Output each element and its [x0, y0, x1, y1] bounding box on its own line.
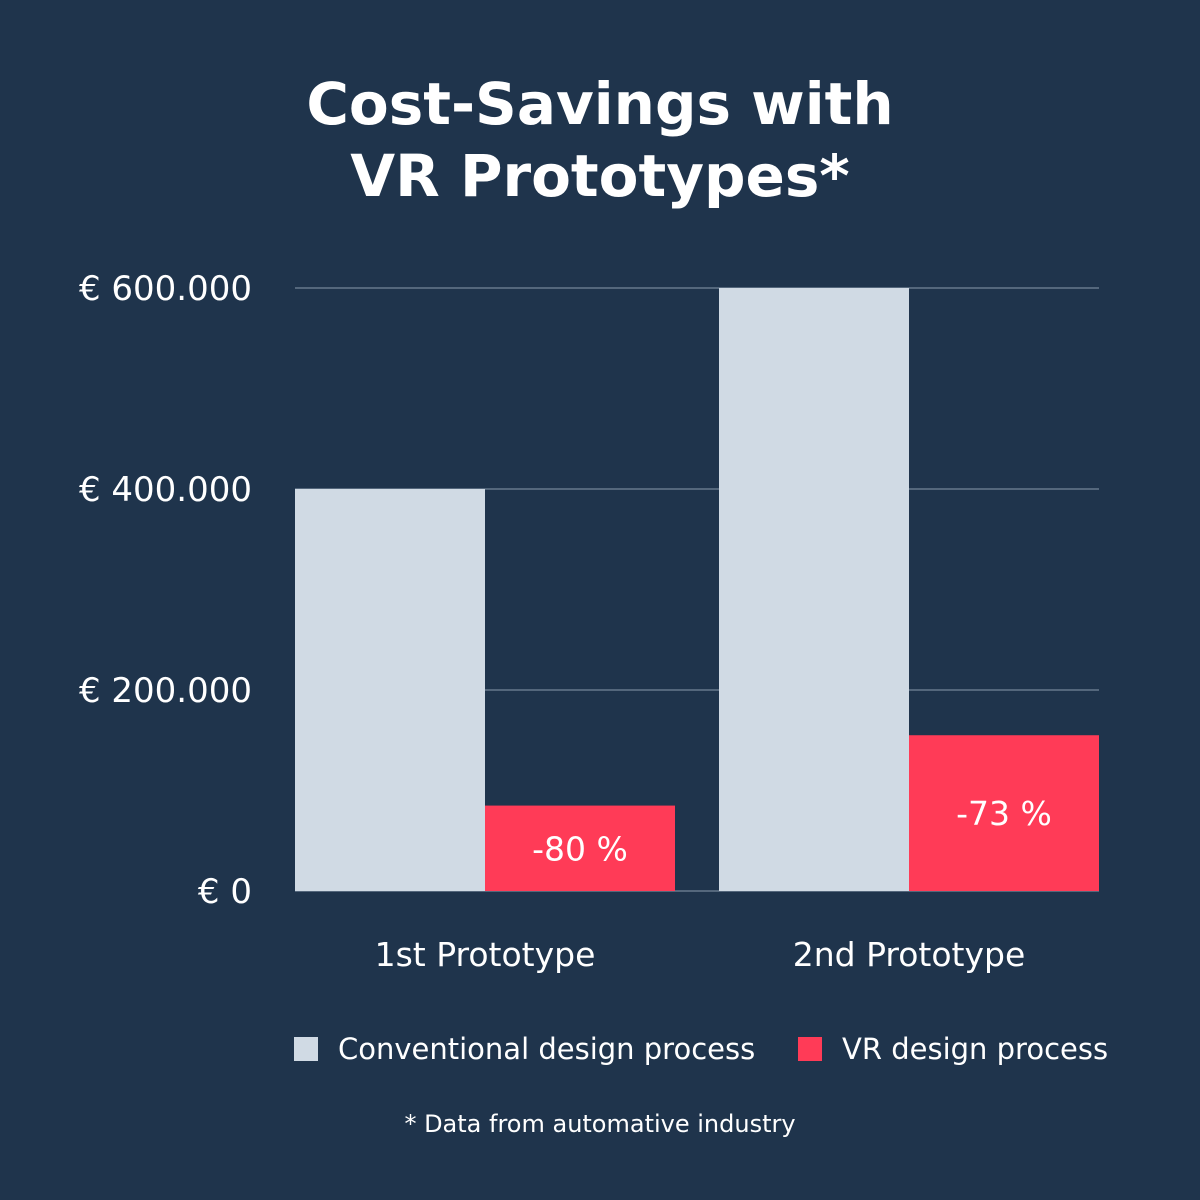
bar-chart: € 0 € 200.000 € 400.000 € 600.000 -80 % 1st P…	[79, 269, 1099, 974]
bar-conventional-2	[719, 288, 909, 891]
legend-label-vr: VR design process	[842, 1032, 1109, 1066]
legend-label-conventional: Conventional design process	[338, 1032, 756, 1066]
x-category-label-2: 2nd Prototype	[793, 935, 1026, 974]
legend-swatch-vr	[798, 1037, 822, 1061]
x-category-label-1: 1st Prototype	[375, 935, 596, 974]
y-tick-label-3: € 600.000	[79, 269, 252, 309]
y-tick-label-0: € 0	[198, 872, 252, 912]
bar-conventional-1	[295, 489, 485, 891]
data-label-vr-2: -73 %	[956, 794, 1052, 833]
y-tick-label-2: € 400.000	[79, 470, 252, 510]
bar-vr-2	[909, 735, 1099, 891]
legend-swatch-conventional	[294, 1037, 318, 1061]
chart-title-line-1: Cost-Savings with	[306, 70, 894, 138]
data-label-vr-1: -80 %	[532, 829, 628, 868]
chart-title: Cost-Savings with VR Prototypes*	[0, 68, 1200, 212]
legend-item-conventional: Conventional design process	[294, 1032, 755, 1066]
chart-title-line-2: VR Prototypes*	[350, 142, 850, 210]
footnote: * Data from automative industry	[404, 1110, 796, 1138]
legend-item-vr: VR design process	[798, 1032, 1108, 1066]
bar-vr-1	[485, 805, 675, 891]
legend: Conventional design process VR design pr…	[0, 1032, 1200, 1072]
y-tick-label-1: € 200.000	[79, 671, 252, 711]
